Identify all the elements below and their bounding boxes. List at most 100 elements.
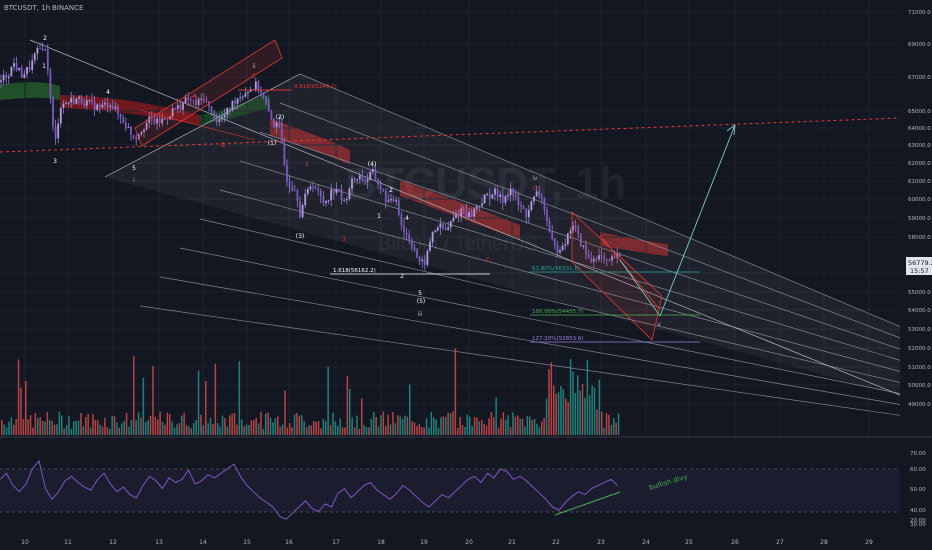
volume-bar bbox=[277, 416, 279, 435]
volume-bar bbox=[113, 416, 116, 435]
candle-body bbox=[455, 214, 457, 218]
candle-body bbox=[483, 194, 486, 204]
volume-bar bbox=[135, 420, 137, 435]
candle-body bbox=[423, 259, 426, 265]
volume-bar bbox=[229, 415, 231, 435]
candle-body bbox=[262, 92, 265, 97]
volume-bar bbox=[315, 421, 317, 435]
volume-bar bbox=[485, 425, 488, 435]
volume-bar bbox=[490, 412, 493, 435]
volume-bar bbox=[39, 417, 41, 435]
candle-body bbox=[309, 186, 312, 189]
volume-bar bbox=[505, 419, 507, 435]
volume-bar bbox=[317, 420, 320, 435]
volume-bar bbox=[255, 417, 257, 435]
candle-body bbox=[18, 67, 21, 71]
candle-body bbox=[270, 111, 273, 119]
candle-body bbox=[579, 233, 582, 247]
volume-bar bbox=[394, 423, 397, 435]
volume-bar bbox=[562, 389, 565, 435]
time-tick-label: 12 bbox=[109, 539, 117, 546]
time-tick-label: 21 bbox=[508, 539, 516, 546]
volume-bar bbox=[399, 416, 401, 435]
volume-bar bbox=[250, 420, 253, 435]
volume-bar bbox=[586, 359, 589, 435]
candle-body bbox=[387, 200, 390, 202]
volume-bar bbox=[183, 412, 185, 435]
volume-bar bbox=[221, 415, 224, 435]
candle-body bbox=[179, 104, 182, 110]
current-price-tag[interactable]: 56779.2 15:57 bbox=[906, 257, 932, 275]
volume-bar bbox=[202, 425, 205, 435]
candle-body bbox=[345, 199, 348, 201]
candle-body bbox=[410, 241, 413, 248]
volume-bar bbox=[380, 415, 382, 435]
volume-bar bbox=[286, 427, 289, 435]
volume-bar bbox=[219, 426, 221, 435]
candle-body bbox=[379, 184, 382, 190]
candle-body bbox=[592, 258, 595, 262]
volume-bar bbox=[466, 414, 469, 435]
candle-body bbox=[332, 189, 335, 193]
channel-line bbox=[199, 218, 932, 391]
candle-body bbox=[548, 221, 551, 233]
volume-bar bbox=[610, 424, 613, 435]
volume-bar bbox=[581, 383, 584, 435]
candle-body bbox=[234, 100, 236, 104]
time-tick-label: 25 bbox=[685, 539, 693, 546]
volume-bar bbox=[476, 417, 478, 435]
volume-bar bbox=[560, 386, 562, 435]
price-tick-label: 71000.0 bbox=[908, 10, 931, 16]
volume-bar bbox=[169, 414, 171, 435]
rsi-tick-label: 70.00 bbox=[910, 451, 926, 457]
volume-bar bbox=[25, 380, 27, 435]
candle-body bbox=[117, 106, 119, 114]
time-tick-label: 16 bbox=[285, 539, 293, 546]
volume-bar bbox=[159, 411, 161, 435]
candle-body bbox=[501, 194, 504, 203]
volume-bar bbox=[493, 417, 495, 435]
candle-body bbox=[78, 96, 80, 99]
volume-bar bbox=[157, 419, 159, 435]
candle-body bbox=[205, 101, 208, 103]
volume-bar bbox=[22, 419, 25, 435]
wave-label: v bbox=[657, 321, 661, 328]
channel-line bbox=[219, 189, 932, 381]
candle-body bbox=[0, 80, 2, 83]
candle-body bbox=[538, 191, 541, 197]
time-tick-label: 28 bbox=[820, 539, 828, 546]
candle-body bbox=[330, 189, 333, 201]
volume-bar bbox=[382, 411, 385, 435]
candle-body bbox=[161, 118, 164, 124]
candle-body bbox=[520, 205, 522, 207]
volume-bar bbox=[387, 414, 389, 435]
candle-body bbox=[418, 256, 421, 262]
candle-body bbox=[317, 189, 320, 191]
volume-bar bbox=[10, 417, 13, 435]
volume-bar bbox=[161, 422, 164, 435]
candle-body bbox=[299, 200, 301, 217]
candle-body bbox=[374, 169, 377, 180]
volume-bar bbox=[37, 418, 39, 435]
volume-bar bbox=[418, 424, 421, 435]
candle-body bbox=[124, 123, 127, 128]
candle-body bbox=[436, 227, 439, 231]
volume-bar bbox=[548, 369, 550, 435]
volume-bar bbox=[325, 421, 327, 435]
time-tick-label: 24 bbox=[642, 539, 650, 546]
candle-body bbox=[114, 106, 117, 109]
volume-bar bbox=[58, 411, 61, 435]
volume-bar bbox=[226, 426, 229, 435]
time-tick-label: 20 bbox=[465, 539, 473, 546]
candle-body bbox=[33, 53, 36, 61]
candle-body bbox=[210, 106, 213, 112]
candle-body bbox=[46, 49, 49, 71]
volume-bar bbox=[145, 422, 147, 435]
volume-bar bbox=[85, 417, 87, 435]
candle-body bbox=[335, 188, 338, 193]
price-tick-label: 53000.0 bbox=[908, 327, 931, 333]
candle-body bbox=[174, 108, 177, 110]
candle-body bbox=[504, 196, 507, 203]
volume-bar bbox=[51, 420, 53, 435]
